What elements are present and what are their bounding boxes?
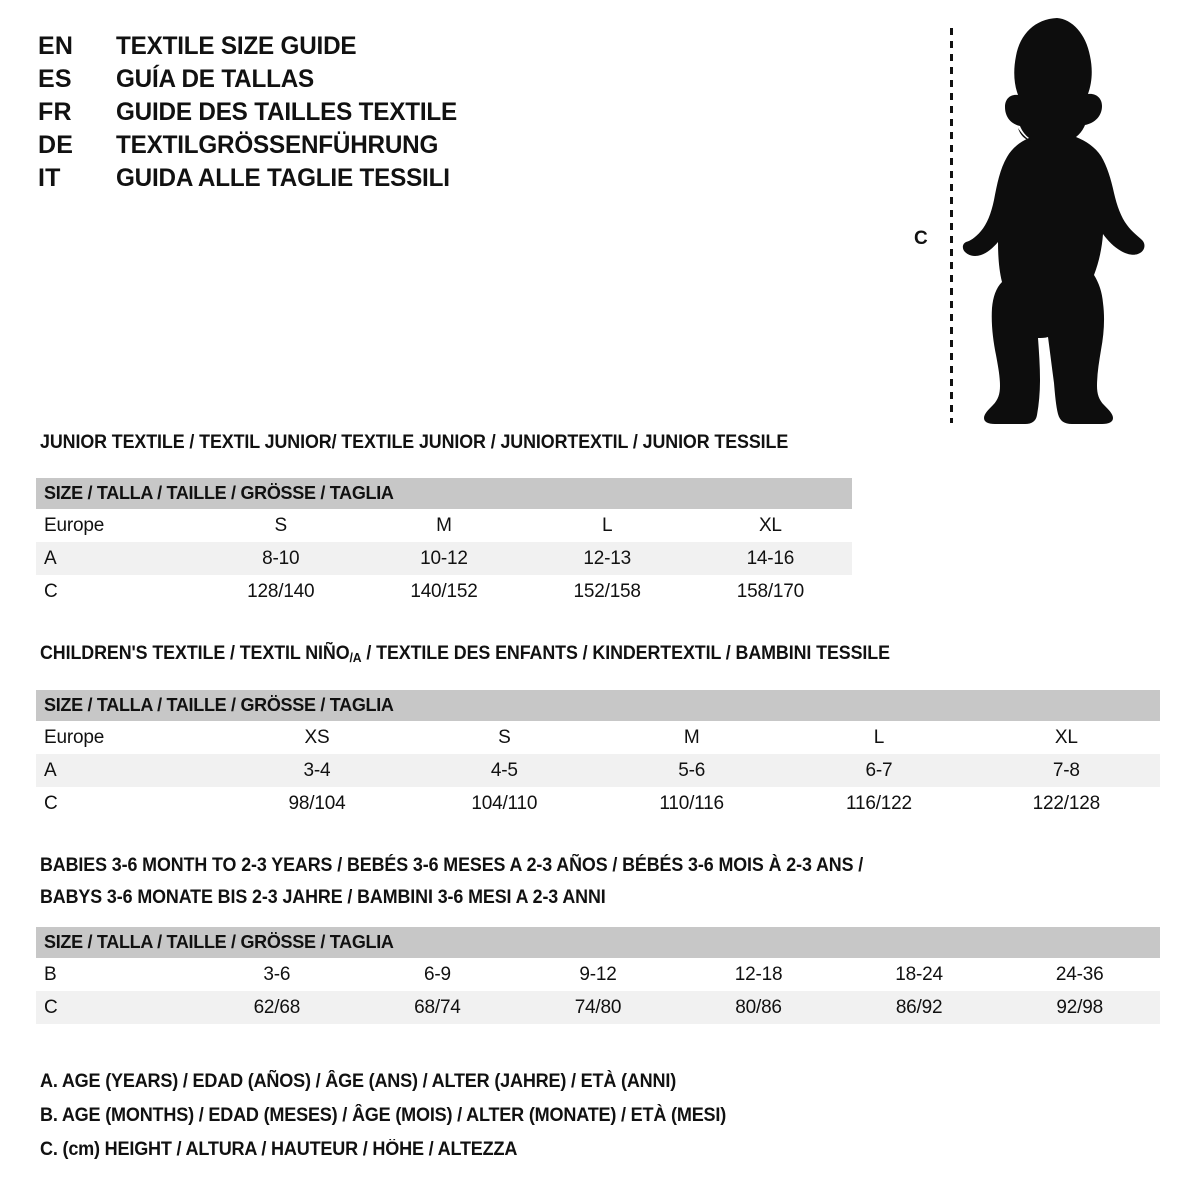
babies-cell-c-3: 80/86 [678,991,839,1024]
children-cell-c-3: 116/122 [785,787,973,820]
language-code-fr: FR [38,98,72,126]
table-row: Europe XS S M L XL [36,721,1160,754]
table-row: C 128/140 140/152 152/158 158/170 [36,575,852,608]
junior-row-label-a: A [36,542,200,575]
children-cell-a-1: 4-5 [410,754,598,787]
junior-cell-c-0: 128/140 [199,575,363,608]
measure-label-c: C [914,228,928,249]
junior-row-label-c: C [36,575,200,608]
table-row: A 3-4 4-5 5-6 6-7 7-8 [36,754,1160,787]
title-text-fr: GUIDE DES TAILLES TEXTILE [116,98,457,126]
junior-cell-europe-0: S [199,509,363,542]
height-measurement-figure: C [900,10,1180,425]
children-size-table: SIZE / TALLA / TAILLE / GRÖSSE / TAGLIA … [36,690,1160,820]
title-row-it: IT GUIDA ALLE TAGLIE TESSILI [38,164,598,197]
babies-cell-c-5: 92/98 [999,991,1160,1024]
babies-cell-b-5: 24-36 [999,958,1160,991]
children-cell-a-3: 6-7 [785,754,973,787]
children-table-band: SIZE / TALLA / TAILLE / GRÖSSE / TAGLIA [36,690,1160,721]
babies-row-label-b: B [36,958,197,991]
junior-cell-c-3: 158/170 [688,575,852,608]
table-row: Europe S M L XL [36,509,852,542]
junior-cell-europe-2: L [525,509,689,542]
height-dotted-line-icon [950,28,953,423]
babies-band-label: SIZE / TALLA / TAILLE / GRÖSSE / TAGLIA [36,927,1160,958]
table-row: A 8-10 10-12 12-13 14-16 [36,542,852,575]
children-cell-europe-3: L [785,721,973,754]
junior-size-table: SIZE / TALLA / TAILLE / GRÖSSE / TAGLIA … [36,478,852,608]
section-heading-babies-line2: BABYS 3-6 MONATE BIS 2-3 JAHRE / BAMBINI… [40,887,606,908]
children-heading-pre: CHILDREN'S TEXTILE / TEXTIL NIÑO [40,643,350,664]
babies-cell-b-0: 3-6 [196,958,358,991]
babies-cell-c-2: 74/80 [517,991,679,1024]
title-row-fr: FR GUIDE DES TAILLES TEXTILE [38,98,598,131]
children-band-label: SIZE / TALLA / TAILLE / GRÖSSE / TAGLIA [36,690,1160,721]
title-text-de: TEXTILGRÖSSENFÜHRUNG [116,131,439,159]
children-cell-a-2: 5-6 [597,754,786,787]
junior-cell-c-2: 152/158 [525,575,689,608]
children-heading-post: / TEXTILE DES ENFANTS / KINDERTEXTIL / B… [361,643,890,664]
junior-cell-a-0: 8-10 [199,542,363,575]
title-row-de: DE TEXTILGRÖSSENFÜHRUNG [38,131,598,164]
children-cell-europe-4: XL [972,721,1160,754]
babies-cell-b-3: 12-18 [678,958,839,991]
children-cell-c-4: 122/128 [972,787,1160,820]
babies-cell-b-4: 18-24 [838,958,1000,991]
section-heading-junior: JUNIOR TEXTILE / TEXTIL JUNIOR/ TEXTILE … [40,432,789,453]
children-row-label-europe: Europe [36,721,224,754]
junior-table-band: SIZE / TALLA / TAILLE / GRÖSSE / TAGLIA [36,478,852,509]
babies-cell-c-4: 86/92 [838,991,1000,1024]
babies-cell-c-0: 62/68 [196,991,358,1024]
babies-cell-c-1: 68/74 [357,991,518,1024]
title-row-en: EN TEXTILE SIZE GUIDE [38,32,598,65]
section-heading-babies-line1: BABIES 3-6 MONTH TO 2-3 YEARS / BEBÉS 3-… [40,855,864,876]
junior-cell-a-1: 10-12 [362,542,526,575]
children-cell-europe-0: XS [223,721,411,754]
junior-cell-europe-3: XL [688,509,852,542]
children-cell-c-1: 104/110 [410,787,598,820]
legend-line-c: C. (cm) HEIGHT / ALTURA / HAUTEUR / HÖHE… [40,1139,518,1160]
children-row-label-a: A [36,754,224,787]
children-cell-europe-1: S [410,721,598,754]
children-cell-europe-2: M [597,721,786,754]
table-row: C 62/68 68/74 74/80 80/86 86/92 92/98 [36,991,1160,1024]
toddler-silhouette-icon [962,18,1145,424]
babies-table-band: SIZE / TALLA / TAILLE / GRÖSSE / TAGLIA [36,927,1160,958]
children-cell-a-4: 7-8 [972,754,1160,787]
junior-row-label-europe: Europe [36,509,200,542]
language-code-de: DE [38,131,74,159]
junior-cell-a-3: 14-16 [688,542,852,575]
section-heading-children: CHILDREN'S TEXTILE / TEXTIL NIÑO/A / TEX… [40,643,890,665]
babies-cell-b-2: 9-12 [517,958,679,991]
title-text-en: TEXTILE SIZE GUIDE [116,32,357,60]
legend-line-b: B. AGE (MONTHS) / EDAD (MESES) / ÂGE (MO… [40,1105,727,1126]
legend-line-a: A. AGE (YEARS) / EDAD (AÑOS) / ÂGE (ANS)… [40,1071,677,1092]
legend-block: A. AGE (YEARS) / EDAD (AÑOS) / ÂGE (ANS)… [40,1065,940,1167]
children-heading-sub: /A [349,650,362,665]
junior-cell-a-2: 12-13 [525,542,689,575]
junior-cell-europe-1: M [362,509,526,542]
babies-cell-b-1: 6-9 [357,958,518,991]
title-text-es: GUÍA DE TALLAS [116,65,315,93]
junior-band-label: SIZE / TALLA / TAILLE / GRÖSSE / TAGLIA [36,478,852,509]
children-cell-a-0: 3-4 [223,754,411,787]
table-row: B 3-6 6-9 9-12 12-18 18-24 24-36 [36,958,1160,991]
children-row-label-c: C [36,787,224,820]
title-text-it: GUIDA ALLE TAGLIE TESSILI [116,164,450,192]
junior-cell-c-1: 140/152 [362,575,526,608]
babies-row-label-c: C [36,991,197,1024]
children-cell-c-2: 110/116 [597,787,786,820]
language-code-it: IT [38,164,61,192]
children-cell-c-0: 98/104 [223,787,411,820]
language-code-es: ES [38,65,72,93]
babies-size-table: SIZE / TALLA / TAILLE / GRÖSSE / TAGLIA … [36,927,1160,1024]
title-block: EN TEXTILE SIZE GUIDE ES GUÍA DE TALLAS … [38,32,598,197]
language-code-en: EN [38,32,74,60]
table-row: C 98/104 104/110 110/116 116/122 122/128 [36,787,1160,820]
title-row-es: ES GUÍA DE TALLAS [38,65,598,98]
